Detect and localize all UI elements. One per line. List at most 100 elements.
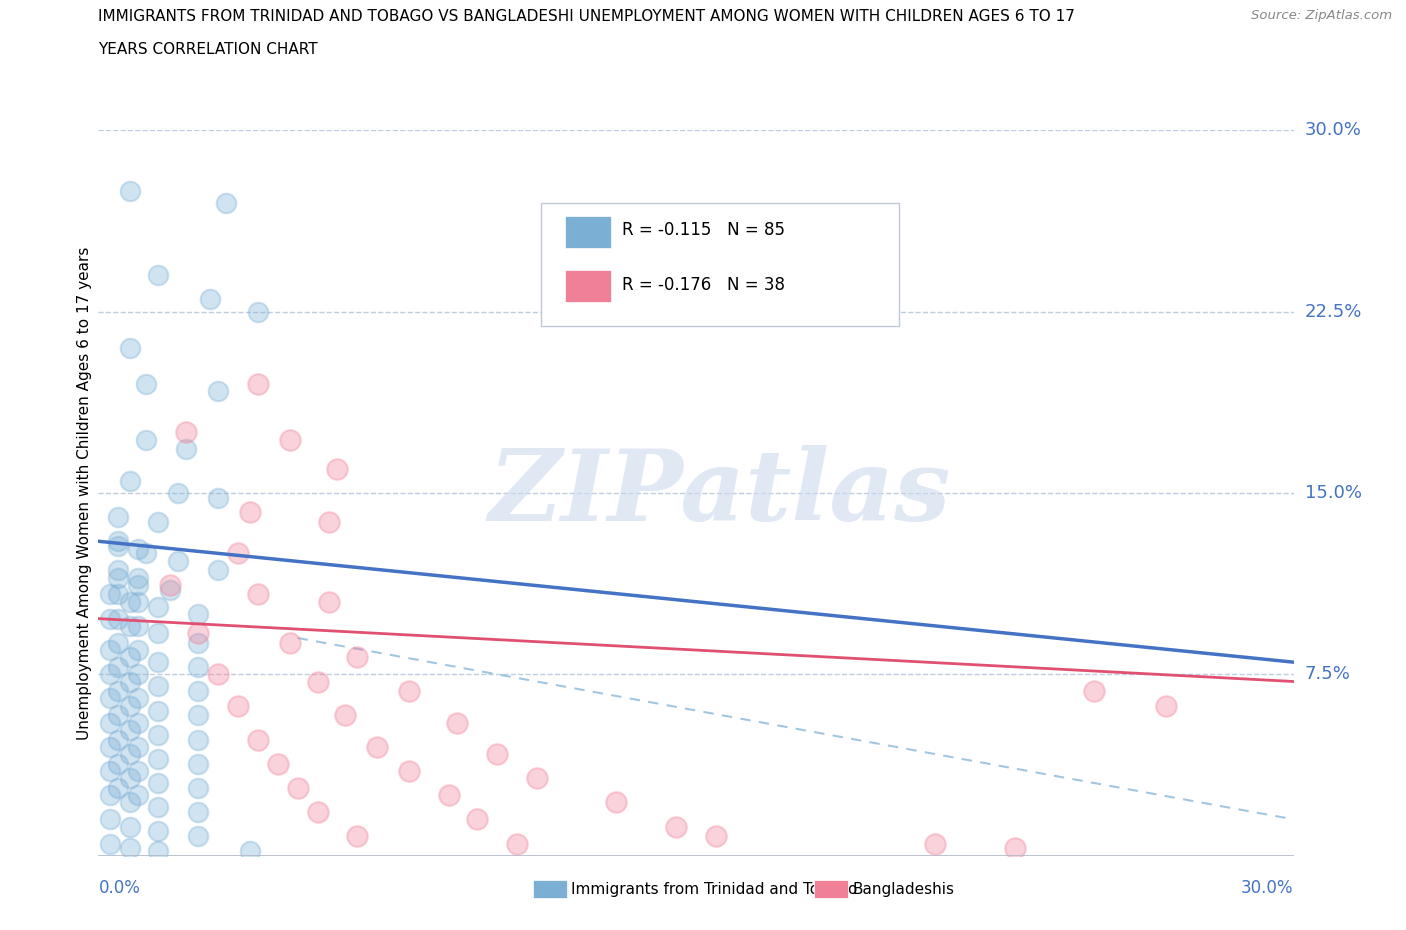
Point — [98, 691, 122, 706]
Text: R = -0.115   N = 85: R = -0.115 N = 85 — [621, 221, 785, 239]
Point — [120, 183, 142, 198]
Point — [307, 674, 329, 689]
Text: 0.0%: 0.0% — [98, 879, 141, 897]
Y-axis label: Unemployment Among Women with Children Ages 6 to 17 years: Unemployment Among Women with Children A… — [77, 246, 91, 739]
Point — [148, 514, 170, 529]
Point — [148, 751, 170, 766]
Point — [148, 679, 170, 694]
Point — [485, 747, 508, 762]
Point — [127, 764, 149, 778]
Point — [107, 659, 129, 674]
Point — [167, 553, 190, 568]
Point — [148, 268, 170, 283]
Point — [506, 836, 529, 851]
Point — [187, 829, 209, 844]
Point — [98, 715, 122, 730]
Point — [207, 384, 229, 399]
Point — [465, 812, 488, 827]
Text: 30.0%: 30.0% — [1305, 121, 1361, 140]
Point — [346, 650, 368, 665]
Point — [120, 795, 142, 810]
Point — [98, 739, 122, 754]
Point — [318, 514, 340, 529]
Point — [187, 606, 209, 621]
Point — [398, 764, 420, 778]
Text: ZIPatlas: ZIPatlas — [489, 445, 950, 541]
Point — [148, 824, 170, 839]
FancyBboxPatch shape — [565, 216, 612, 247]
Point — [366, 739, 388, 754]
Point — [226, 546, 249, 561]
Point — [98, 764, 122, 778]
Point — [107, 635, 129, 650]
Point — [120, 771, 142, 786]
Point — [127, 541, 149, 556]
Point — [148, 599, 170, 614]
Text: 15.0%: 15.0% — [1305, 484, 1361, 502]
Point — [307, 804, 329, 819]
Point — [120, 473, 142, 488]
Point — [605, 795, 627, 810]
Text: 22.5%: 22.5% — [1305, 302, 1362, 321]
Point — [127, 667, 149, 682]
Point — [120, 841, 142, 856]
Point — [148, 800, 170, 815]
Point — [187, 804, 209, 819]
Point — [107, 708, 129, 723]
Text: 30.0%: 30.0% — [1241, 879, 1294, 897]
Point — [246, 377, 269, 392]
Point — [135, 546, 157, 561]
Point — [107, 587, 129, 602]
Point — [446, 715, 468, 730]
Point — [187, 708, 209, 723]
Point — [187, 626, 209, 641]
Point — [287, 780, 309, 795]
Point — [127, 570, 149, 585]
Point — [107, 563, 129, 578]
Point — [148, 626, 170, 641]
Point — [148, 776, 170, 790]
Point — [267, 756, 290, 771]
Point — [107, 684, 129, 698]
Point — [148, 727, 170, 742]
Point — [120, 698, 142, 713]
Point — [246, 732, 269, 747]
Point — [98, 611, 122, 626]
Point — [246, 304, 269, 319]
Text: YEARS CORRELATION CHART: YEARS CORRELATION CHART — [98, 42, 318, 57]
Point — [120, 618, 142, 633]
Point — [278, 635, 301, 650]
Point — [239, 844, 262, 858]
Point — [335, 708, 357, 723]
Point — [198, 292, 221, 307]
Point — [187, 684, 209, 698]
Point — [207, 667, 229, 682]
Point — [120, 594, 142, 609]
Point — [107, 538, 129, 553]
Point — [98, 667, 122, 682]
Point — [207, 490, 229, 505]
Point — [187, 659, 209, 674]
Point — [127, 788, 149, 803]
Point — [704, 829, 727, 844]
Point — [1154, 698, 1177, 713]
Point — [107, 570, 129, 585]
Point — [98, 587, 122, 602]
Point — [437, 788, 460, 803]
Point — [1083, 684, 1105, 698]
Point — [127, 691, 149, 706]
Point — [107, 756, 129, 771]
Point — [127, 715, 149, 730]
Point — [148, 655, 170, 670]
Point — [187, 780, 209, 795]
Text: 7.5%: 7.5% — [1305, 665, 1351, 684]
Point — [120, 340, 142, 355]
Point — [120, 723, 142, 737]
Point — [326, 461, 349, 476]
Point — [127, 739, 149, 754]
Point — [148, 703, 170, 718]
Point — [120, 650, 142, 665]
Point — [120, 674, 142, 689]
Point — [207, 563, 229, 578]
Point — [127, 594, 149, 609]
